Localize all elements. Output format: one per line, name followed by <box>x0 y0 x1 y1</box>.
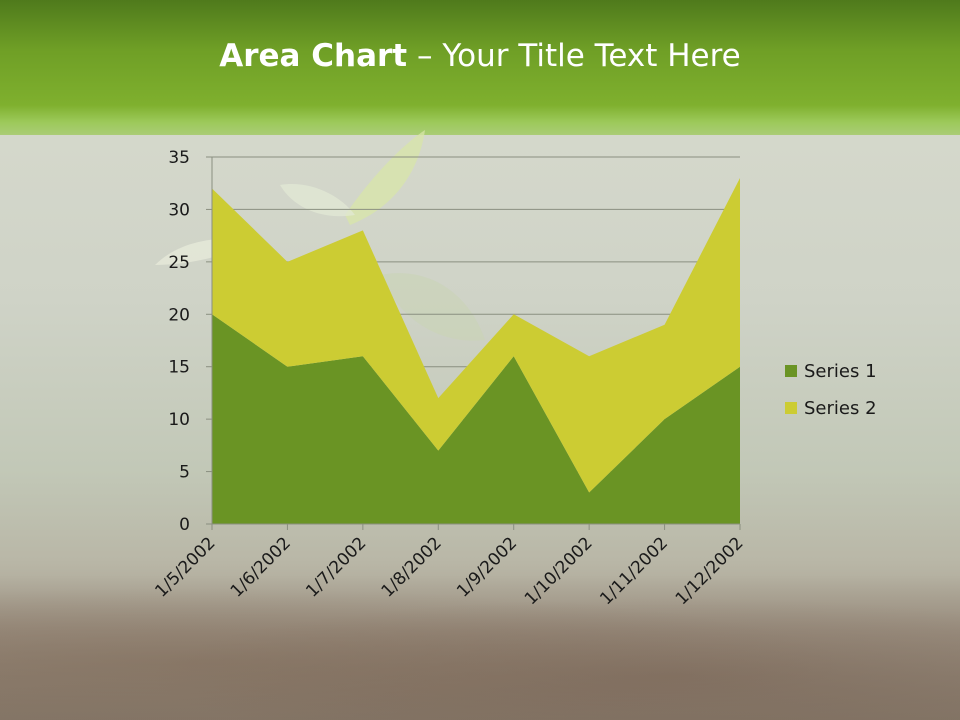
x-tick-label: 1/11/2002 <box>596 533 672 609</box>
axes <box>211 157 741 530</box>
x-tick-label: 1/5/2002 <box>151 533 219 601</box>
chart-legend: Series 1 Series 2 <box>785 360 877 434</box>
x-axis-tick-labels: 1/5/2002 1/6/2002 1/7/2002 1/8/2002 1/9/2002… <box>151 533 747 609</box>
x-tick-label: 1/8/2002 <box>378 533 446 601</box>
legend-label-series-1: Series 1 <box>804 360 877 382</box>
y-tick-label: 0 <box>179 515 190 535</box>
y-tick-label: 20 <box>168 305 190 325</box>
x-tick-label: 1/6/2002 <box>227 533 295 601</box>
legend-item-series-2: Series 2 <box>785 397 877 419</box>
x-tick-label: 1/7/2002 <box>302 533 370 601</box>
x-tick-label: 1/9/2002 <box>453 533 521 601</box>
y-tick-label: 30 <box>168 200 190 220</box>
x-tick-label: 1/10/2002 <box>521 533 597 609</box>
y-tick-label: 10 <box>168 410 190 430</box>
x-tick-label: 1/12/2002 <box>672 533 748 609</box>
soil-background <box>0 575 960 720</box>
y-tick-label: 25 <box>168 253 190 273</box>
legend-item-series-1: Series 1 <box>785 360 877 382</box>
area-series-2 <box>212 177 740 493</box>
legend-swatch-series-2 <box>785 402 797 414</box>
y-tick-label: 35 <box>168 148 190 168</box>
y-tick-label: 15 <box>168 358 190 378</box>
area-series <box>212 177 740 524</box>
legend-swatch-series-1 <box>785 365 797 377</box>
slide-title: Area Chart – Your Title Text Here <box>0 38 960 74</box>
slide-title-bold: Area Chart <box>219 38 408 74</box>
slide-title-rest: – Your Title Text Here <box>407 38 741 74</box>
y-axis-tick-labels: 0 5 10 15 20 25 30 35 <box>168 148 190 535</box>
area-series-1 <box>212 314 740 524</box>
slide-header-band <box>0 0 960 135</box>
y-tick-label: 5 <box>179 463 190 483</box>
legend-label-series-2: Series 2 <box>804 397 877 419</box>
